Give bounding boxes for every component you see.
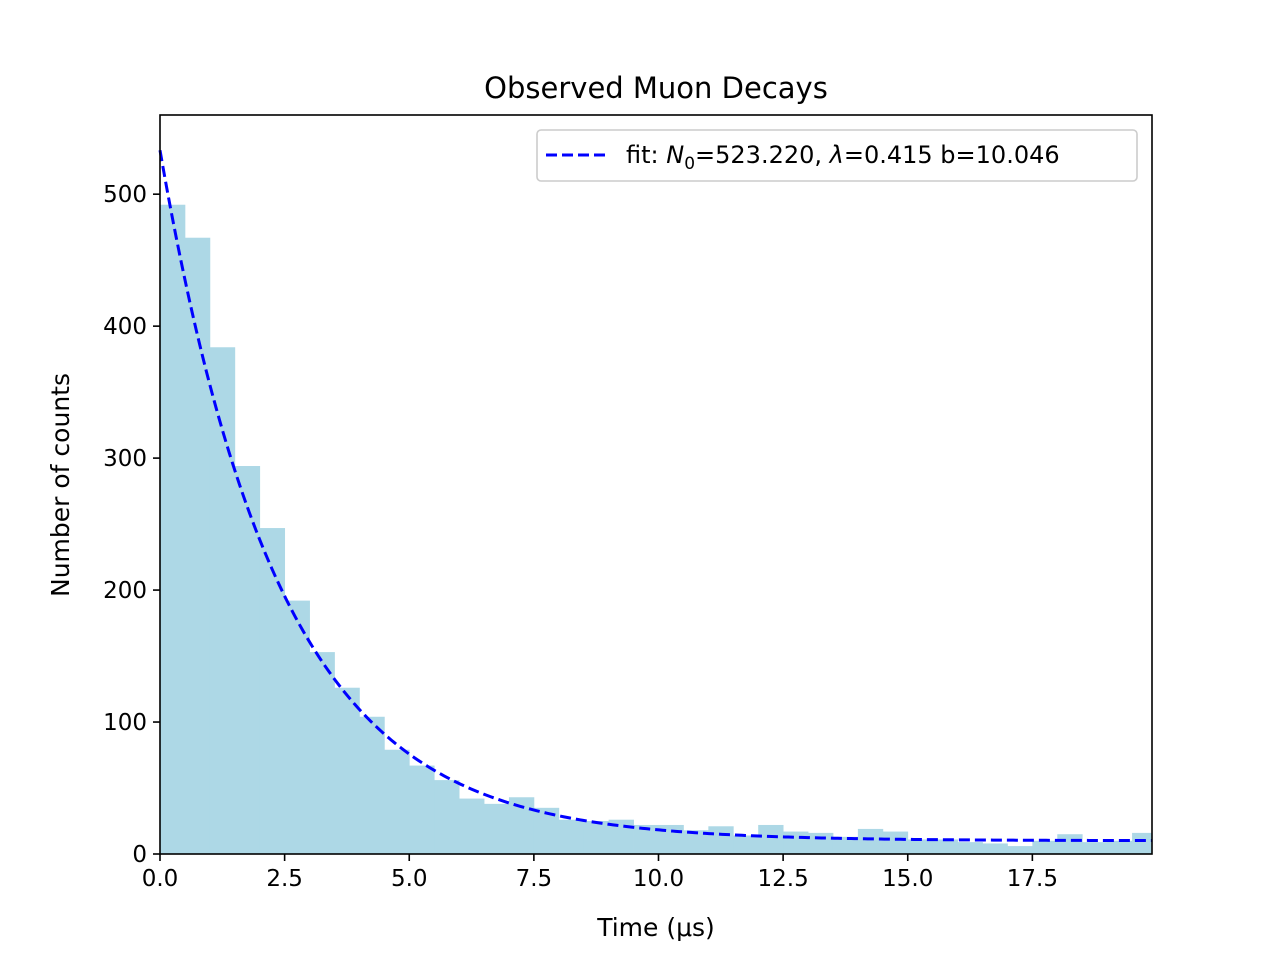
histogram-bar: [708, 826, 734, 854]
y-tick-label: 200: [103, 578, 147, 604]
histogram-bar: [409, 765, 435, 854]
histogram-bar: [758, 824, 784, 854]
histogram-bar: [459, 798, 485, 854]
histogram-bar: [1107, 840, 1133, 854]
histogram-bar: [857, 828, 884, 854]
y-axis-label: Number of counts: [46, 373, 75, 597]
histogram-bar: [384, 749, 410, 854]
histogram-bar: [982, 843, 1008, 854]
legend: fit: N0=523.220, λ=0.415 b=10.046: [536, 129, 1138, 182]
histogram-bar: [1057, 834, 1083, 854]
x-tick-label: 15.0: [882, 866, 933, 892]
histogram-bar: [957, 842, 983, 854]
histogram-bar: [583, 821, 610, 854]
y-axis-ticks: 0 100 200 300 400 500: [103, 182, 160, 868]
histogram-bar: [434, 780, 460, 854]
x-tick-label: 10.0: [633, 866, 684, 892]
histogram-bar: [234, 466, 261, 854]
y-tick-label: 300: [103, 446, 147, 472]
histogram-bar: [808, 832, 834, 854]
histogram-bar: [533, 807, 560, 854]
histogram-bar: [1007, 846, 1033, 854]
x-tick-label: 7.5: [516, 866, 553, 892]
histogram-bar: [309, 652, 335, 854]
histogram-bar: [783, 831, 809, 854]
histogram-bar: [558, 819, 585, 854]
x-tick-label: 17.5: [1007, 866, 1058, 892]
x-tick-label: 2.5: [266, 866, 303, 892]
histogram-bar: [284, 600, 310, 854]
histogram-bar: [932, 839, 958, 854]
x-tick-label: 5.0: [391, 866, 428, 892]
histogram-bar: [259, 528, 286, 854]
chart-title: Observed Muon Decays: [484, 71, 828, 105]
plot-frame: [159, 114, 1153, 855]
y-tick-label: 500: [103, 182, 147, 208]
histogram-bar: [882, 831, 909, 854]
histogram-bar: [733, 835, 759, 854]
y-tick-label: 100: [103, 710, 147, 736]
histogram-bar: [683, 830, 709, 854]
y-tick-label: 0: [132, 842, 147, 868]
x-tick-label: 12.5: [758, 866, 809, 892]
histogram-bar: [160, 204, 186, 854]
x-tick-label: 0.0: [142, 866, 179, 892]
legend-box: [536, 129, 1138, 182]
histogram-bar: [832, 836, 859, 854]
histogram-bar: [209, 347, 236, 854]
legend-fit-label: fit: N0=523.220, λ=0.415 b=10.046: [626, 141, 1060, 174]
histogram-bar: [1082, 842, 1108, 854]
fit-curve: [158, 150, 1152, 843]
x-axis-ticks: 0.0 2.5 5.0 7.5 10.0 12.5 15.0 17.5: [142, 854, 1058, 892]
histogram-bar: [1032, 840, 1058, 854]
histogram-bar: [484, 803, 510, 854]
histogram-bar: [1132, 832, 1153, 854]
histogram-bar: [907, 839, 934, 854]
y-tick-label: 400: [103, 314, 147, 340]
histogram-bar: [359, 716, 385, 854]
histogram-bar: [334, 687, 360, 854]
x-axis-label: Time (μs): [596, 913, 715, 942]
